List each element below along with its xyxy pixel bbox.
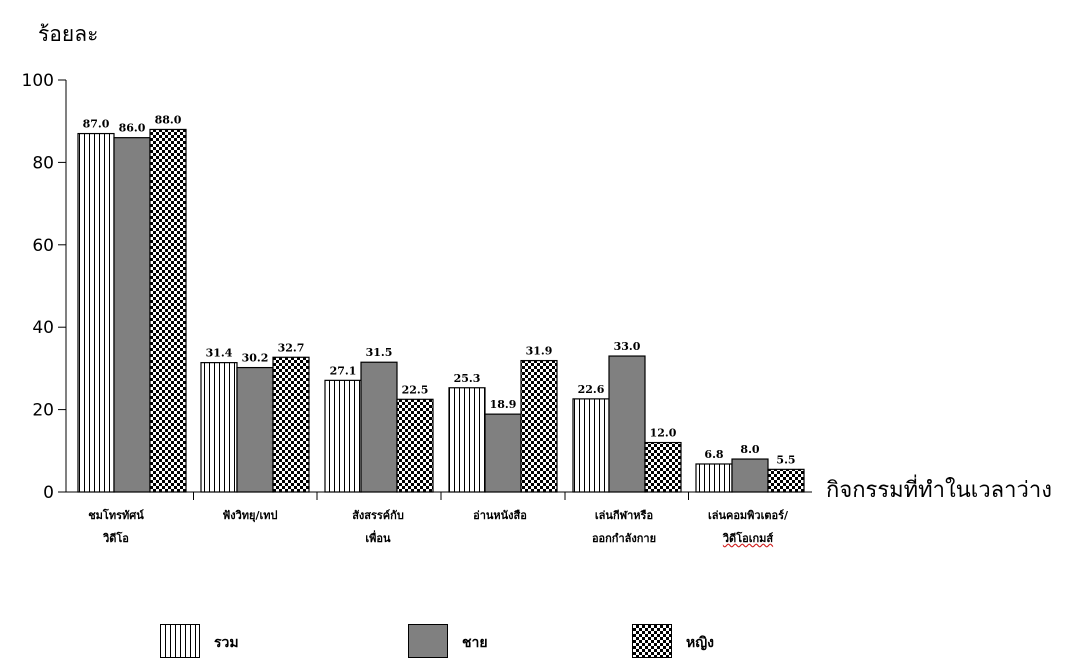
bar <box>448 387 486 493</box>
y-tick-label: 60 <box>32 236 54 256</box>
data-label: 6.8 <box>704 448 723 461</box>
bar <box>767 468 805 493</box>
bar <box>484 413 522 493</box>
category-label: เล่นกีฬาหรือ ออกกำลังกาย <box>564 504 684 550</box>
category-label: สังสรรค์กับ เพื่อน <box>318 504 438 550</box>
bar <box>113 137 151 493</box>
category-label: เล่นคอมพิวเตอร์/ วิดีโอเกมส์ <box>688 504 808 550</box>
bar <box>77 132 115 493</box>
bar <box>731 458 769 493</box>
bar <box>396 398 434 493</box>
data-label: 8.0 <box>740 443 759 456</box>
data-label: 5.5 <box>776 453 795 466</box>
category-line-1: เล่นกีฬาหรือ <box>594 509 654 522</box>
legend-label: รวม <box>214 635 239 651</box>
legend-swatch-solid-gray <box>408 624 448 658</box>
data-label: 31.5 <box>366 346 393 359</box>
category-line-2: วิดีโอเกมส์ <box>722 532 774 545</box>
category-line-2: ออกกำลังกาย <box>591 532 657 545</box>
bar <box>644 441 682 493</box>
y-tick-label: 0 <box>43 483 54 503</box>
bar <box>520 359 558 493</box>
data-label: 31.4 <box>206 347 233 360</box>
data-label: 18.9 <box>490 398 517 411</box>
data-label: 27.1 <box>330 364 357 377</box>
category-line-1: ชมโทรทัศน์ <box>88 509 144 522</box>
category-label: ฟังวิทยุ/เทป <box>190 504 310 527</box>
y-tick-label: 40 <box>32 318 54 338</box>
category-line-1: อ่านหนังสือ <box>473 509 527 522</box>
data-label: 33.0 <box>614 340 641 353</box>
category-line-2: วิดีโอ <box>103 532 129 545</box>
data-label: 30.2 <box>242 352 269 365</box>
data-label: 86.0 <box>119 122 146 135</box>
bar <box>572 398 610 493</box>
data-label: 12.0 <box>650 427 677 440</box>
category-line-1: ฟังวิทยุ/เทป <box>222 509 278 522</box>
bar <box>272 356 310 493</box>
data-label: 31.9 <box>526 345 553 358</box>
category-line-2: เพื่อน <box>365 532 391 545</box>
data-label: 25.3 <box>454 372 481 385</box>
bar <box>695 463 733 493</box>
y-tick-label: 100 <box>22 71 54 91</box>
category-line-1: เล่นคอมพิวเตอร์/ <box>707 509 789 522</box>
y-tick-label: 20 <box>32 401 54 421</box>
bar <box>200 362 238 493</box>
y-axis-title: ร้อยละ <box>38 22 99 46</box>
legend-label: หญิง <box>686 635 714 651</box>
legend-swatch-vertical-lines <box>160 624 200 658</box>
category-label: อ่านหนังสือ <box>440 504 560 527</box>
bar <box>149 128 187 493</box>
legend-label: ชาย <box>462 635 488 651</box>
data-label: 88.0 <box>155 113 182 126</box>
bar <box>236 366 274 493</box>
data-label: 22.5 <box>402 383 429 396</box>
category-line-1: สังสรรค์กับ <box>352 509 404 522</box>
data-label: 32.7 <box>278 341 305 354</box>
x-axis-title: กิจกรรมที่ทำในเวลาว่าง <box>826 478 1052 503</box>
y-tick-label: 80 <box>32 153 54 173</box>
legend-swatch-checker <box>632 624 672 658</box>
category-label: ชมโทรทัศน์ วิดีโอ <box>56 504 176 550</box>
data-label: 87.0 <box>83 118 110 131</box>
data-label: 22.6 <box>578 383 605 396</box>
bar <box>324 379 362 493</box>
bar <box>360 361 398 493</box>
bar <box>608 355 646 493</box>
